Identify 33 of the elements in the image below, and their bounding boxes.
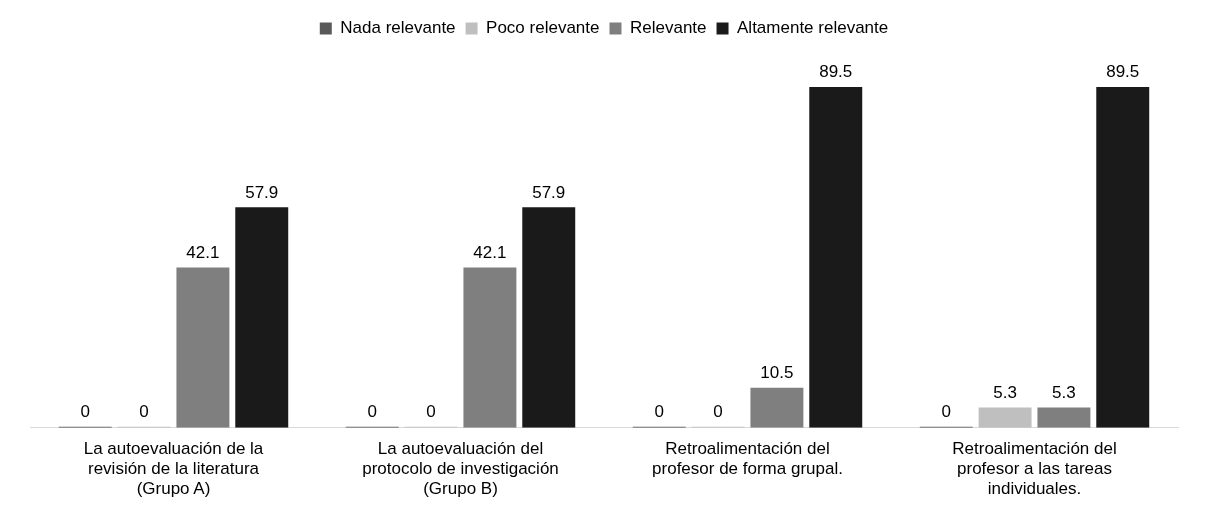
bar: [176, 267, 230, 428]
bar: [1096, 86, 1150, 428]
data-label: 5.3: [1052, 382, 1076, 402]
x-tick-label: Retroalimentación del profesor de forma grupal.: [652, 438, 843, 479]
x-tick-label: Retroalimentación del profesor a las tareas individuales.: [952, 438, 1117, 499]
bar: [1037, 407, 1091, 428]
data-label: 0: [367, 401, 377, 421]
data-label: 89.5: [819, 62, 853, 82]
data-label: 42.1: [473, 242, 507, 262]
legend-label: Altamente relevante: [737, 18, 889, 38]
data-label: 0: [80, 401, 90, 421]
data-label: 42.1: [186, 242, 220, 262]
bar: [809, 86, 863, 428]
data-label: 57.9: [532, 182, 566, 202]
bar: [463, 267, 517, 428]
data-label: 0: [139, 401, 149, 421]
data-label: 5.3: [993, 382, 1017, 402]
x-tick-label: La autoevaluación de la revisión de la literatura (Grupo A): [83, 438, 264, 499]
bar: [978, 407, 1032, 428]
data-label: 0: [713, 401, 723, 421]
data-label: 89.5: [1106, 62, 1140, 82]
data-label: 0: [941, 401, 951, 421]
bar: [235, 207, 289, 428]
legend-label: Nada relevante: [340, 18, 456, 38]
bar: [750, 387, 804, 428]
x-tick-label: La autoevaluación del protocolo de investigación (Grupo B): [362, 438, 559, 499]
data-label: 10.5: [760, 363, 794, 382]
data-label: 0: [426, 401, 436, 421]
data-label: 57.9: [245, 182, 279, 202]
bar: [522, 207, 576, 428]
data-label: 0: [654, 401, 664, 421]
legend-label: Poco relevante: [486, 18, 600, 38]
legend-label: Relevante: [629, 18, 707, 38]
